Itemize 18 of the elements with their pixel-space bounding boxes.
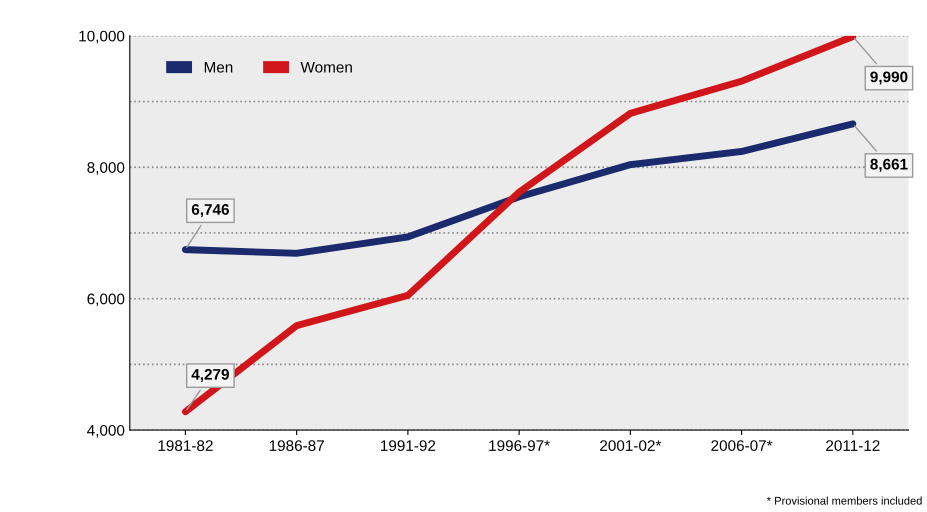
data-label: 9,990 — [870, 71, 908, 84]
x-tick-label: 1981-82 — [158, 440, 213, 452]
y-tick-label: 8,000 — [87, 162, 124, 175]
data-label: 8,661 — [870, 158, 908, 172]
x-tick-label: 2006-07* — [711, 440, 772, 452]
x-tick-label: 2011-12 — [826, 440, 880, 452]
y-tick-label: 4,000 — [87, 424, 124, 438]
y-tick-label: 6,000 — [87, 294, 124, 306]
x-tick-label: 2001-02* — [600, 440, 662, 452]
x-tick-label: 1986-87 — [270, 440, 324, 452]
text: * Provisional members included — [766, 496, 922, 505]
x-tick-label: 1996-97* — [489, 440, 550, 452]
data-label: 4,279 — [192, 368, 229, 382]
y-tick-label: 10,000 — [79, 30, 124, 44]
legend-label: Men — [204, 62, 232, 73]
x-tick-label: 1991-92 — [381, 440, 436, 452]
legend-label: Women — [300, 62, 352, 73]
data-label: 6,746 — [192, 204, 229, 218]
